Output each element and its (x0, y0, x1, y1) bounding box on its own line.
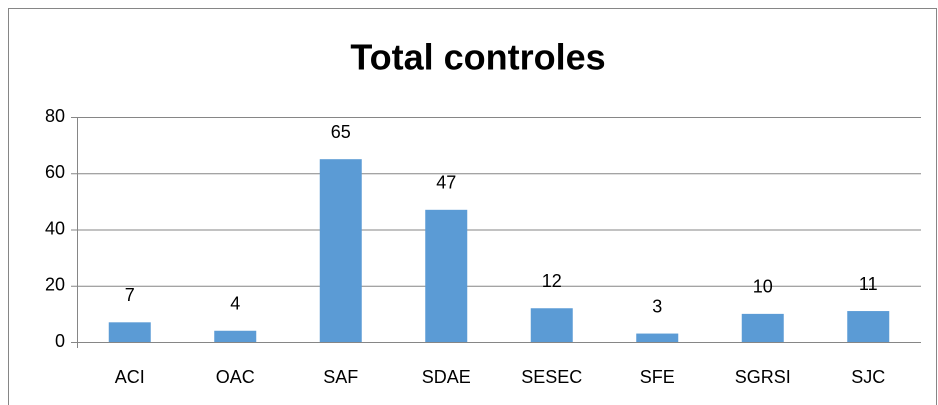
data-label: 7 (125, 285, 135, 305)
data-label: 65 (331, 122, 351, 142)
x-tick-label: SJC (851, 367, 885, 387)
bar (741, 313, 784, 342)
y-tick-label: 60 (45, 162, 65, 182)
bar (108, 322, 151, 342)
x-tick-label: ACI (115, 367, 145, 387)
x-tick-label: SAF (323, 367, 358, 387)
x-tick-label: OAC (216, 367, 255, 387)
bar (636, 333, 679, 342)
x-tick-label: SGRSI (735, 367, 791, 387)
bar (214, 330, 257, 342)
x-tick-label: SESEC (521, 367, 582, 387)
y-tick-label: 80 (45, 106, 65, 126)
bar (425, 209, 468, 342)
chart-title: Total controles (350, 37, 605, 78)
data-label: 3 (652, 296, 662, 316)
x-tick-label: SFE (640, 367, 675, 387)
data-label: 47 (436, 173, 456, 193)
y-tick-label: 20 (45, 275, 65, 295)
data-label: 10 (753, 277, 773, 297)
y-tick-label: 40 (45, 218, 65, 238)
data-label: 12 (542, 271, 562, 291)
x-tick-label: SDAE (422, 367, 471, 387)
bar (319, 159, 362, 342)
data-label: 11 (859, 274, 878, 294)
data-label: 4 (230, 294, 240, 314)
bar (530, 308, 573, 342)
bar (847, 311, 890, 342)
y-tick-label: 0 (55, 331, 65, 351)
